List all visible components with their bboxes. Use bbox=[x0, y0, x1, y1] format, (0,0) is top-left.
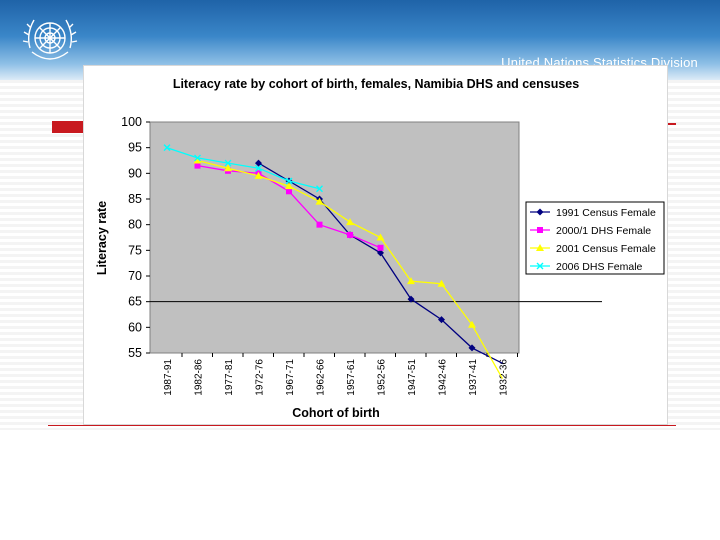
series-layer bbox=[163, 144, 504, 380]
x-axis: 1987-91 1982-86 1977-81 1972-76 1967-71 1962-… bbox=[163, 353, 518, 396]
legend-marker bbox=[537, 227, 543, 233]
x-tick-label: 1957-61 bbox=[346, 359, 357, 396]
data-point bbox=[224, 159, 232, 167]
legend-marker bbox=[536, 262, 544, 270]
y-tick-label: 85 bbox=[128, 192, 142, 206]
y-tick-label: 65 bbox=[128, 295, 142, 309]
chart-panel: Literacy rate by cohort of birth, female… bbox=[83, 65, 668, 425]
data-point bbox=[286, 188, 292, 195]
legend-label: 2006 DHS Female bbox=[556, 261, 643, 273]
accent-line-top bbox=[666, 123, 676, 125]
y-tick-label: 60 bbox=[128, 320, 142, 334]
data-point bbox=[255, 159, 262, 167]
data-point bbox=[224, 164, 232, 172]
data-point bbox=[437, 279, 446, 287]
data-point bbox=[468, 344, 476, 352]
x-tick-label: 1977-81 bbox=[224, 359, 235, 396]
legend-label: 2000/1 DHS Female bbox=[556, 225, 651, 237]
data-point bbox=[468, 320, 476, 328]
y-tick-label: 90 bbox=[128, 166, 142, 180]
literacy-chart: Literacy rate by cohort of birth, female… bbox=[95, 77, 665, 420]
series-2006-dhs-female bbox=[163, 144, 323, 193]
y-tick-label: 55 bbox=[128, 346, 142, 360]
plot-area bbox=[149, 121, 520, 354]
data-point bbox=[285, 177, 293, 185]
data-point bbox=[193, 156, 202, 164]
data-point bbox=[347, 231, 353, 238]
data-point bbox=[163, 144, 171, 152]
legend-marker bbox=[536, 208, 544, 216]
accent-bar bbox=[52, 121, 84, 133]
x-tick-label: 1962-66 bbox=[316, 359, 327, 396]
y-tick-label: 70 bbox=[128, 269, 142, 283]
x-tick-label: 1972-76 bbox=[255, 359, 266, 396]
legend-marker bbox=[536, 244, 544, 251]
data-point bbox=[316, 185, 323, 193]
y-axis: 55 60 65 70 75 80 85 90 95 100 bbox=[121, 115, 150, 360]
data-point bbox=[285, 182, 293, 190]
x-tick-label: 1942-46 bbox=[438, 359, 449, 396]
x-tick-label: 1937-41 bbox=[468, 359, 479, 396]
chart-title: Literacy rate by cohort of birth, female… bbox=[173, 77, 579, 91]
x-tick-label: 1947-51 bbox=[407, 359, 418, 396]
legend-box bbox=[525, 201, 665, 275]
x-axis-label: Cohort of birth bbox=[292, 406, 379, 420]
data-point bbox=[254, 171, 263, 179]
x-tick-label: 1932-36 bbox=[499, 359, 510, 396]
legend: 1991 Census Female 2000/1 DHS Female 2001 … bbox=[525, 201, 665, 275]
data-point bbox=[407, 277, 415, 285]
y-axis-label: Literacy rate bbox=[95, 201, 109, 275]
data-point bbox=[377, 244, 384, 251]
series-line bbox=[166, 147, 320, 190]
x-tick-label: 1982-86 bbox=[194, 359, 205, 396]
y-tick-label: 100 bbox=[121, 115, 142, 129]
legend-label: 2001 Census Female bbox=[556, 243, 656, 255]
legend-label: 1991 Census Female bbox=[556, 207, 656, 219]
data-point bbox=[438, 316, 445, 324]
y-tick-label: 80 bbox=[128, 218, 142, 232]
data-point bbox=[255, 164, 262, 172]
data-point bbox=[316, 221, 323, 228]
data-point bbox=[194, 162, 201, 169]
accent-line-bottom bbox=[48, 425, 676, 426]
series-2001-census-female bbox=[193, 156, 504, 380]
data-point bbox=[407, 295, 415, 303]
y-tick-label: 75 bbox=[128, 243, 142, 257]
data-point bbox=[376, 233, 385, 241]
data-point bbox=[315, 197, 324, 205]
data-point bbox=[377, 249, 384, 257]
y-tick-label: 95 bbox=[128, 141, 142, 155]
data-point bbox=[194, 154, 201, 162]
un-emblem-icon bbox=[22, 19, 78, 60]
x-tick-label: 1987-91 bbox=[163, 359, 174, 396]
data-point bbox=[346, 218, 354, 226]
x-tick-label: 1967-71 bbox=[285, 359, 296, 396]
x-tick-label: 1952-56 bbox=[377, 359, 388, 396]
